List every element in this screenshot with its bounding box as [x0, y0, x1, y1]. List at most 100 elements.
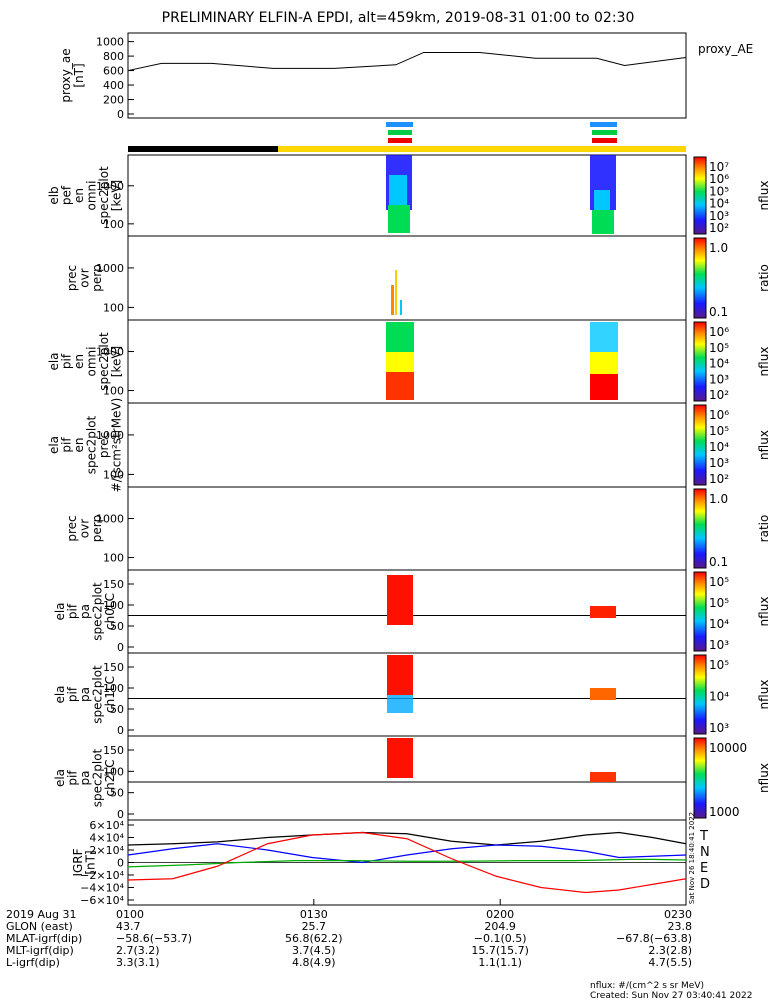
colorbar-tick-ela-eff: 10⁴ [709, 357, 729, 371]
ytick-label-pa0: 50 [110, 620, 124, 633]
ylabel-elb-eff: omni [85, 181, 99, 211]
ae-series-line [127, 51, 687, 72]
ytick-label-elb-eff: 1000 [96, 180, 124, 193]
status-bar-yellow [278, 146, 686, 152]
colorbar-pa1 [693, 654, 707, 735]
ytick-label-prec2: 100 [103, 552, 124, 565]
ylabel-prec2: ovr [78, 519, 92, 538]
time-axis-value: −67.8(−63.8) [616, 932, 692, 945]
ylabel-pa0: pa [78, 604, 92, 619]
ylabel-ela-prec: prec [97, 432, 111, 458]
colorbar-tick-elb-eff: 10⁵ [709, 184, 729, 198]
colorbar-tick-ela-prec: 10⁴ [709, 440, 729, 454]
ylabel-pa1: pif [66, 686, 80, 702]
spec-pa1-block-1 [387, 655, 413, 695]
ae-frame [127, 32, 687, 119]
ae-tick-label: 600 [103, 65, 124, 78]
ylabel-prec2: prec [65, 515, 79, 541]
igrf-line-N [127, 843, 687, 864]
ylabel-pa1: ela [53, 685, 67, 703]
igrf-legend-E: E [700, 861, 708, 876]
colorbar-tick-ela-eff: 10⁵ [709, 341, 729, 355]
ylabel-ela-prec: #/(scm²strMeV) [110, 398, 124, 493]
ytick-label-igrf: 4×10⁴ [89, 832, 124, 845]
igrf-line-T [127, 831, 687, 846]
colorbar-tick-prec1: 1.0 [709, 241, 728, 255]
ylabel-pa0: spec2plot [91, 582, 105, 641]
ytick-label-igrf: 0 [117, 857, 124, 870]
ae-tick-label: 0 [117, 108, 124, 121]
ytick-label-ela-prec: 1000 [96, 429, 124, 442]
ylabel-pa2: spec2plot [91, 748, 105, 807]
ylabel-prec1: perp [90, 264, 104, 292]
ytick-label-igrf: 2×10⁴ [89, 844, 124, 857]
ae-tick-label: 400 [103, 79, 124, 92]
indicator-blue-2 [590, 122, 617, 127]
time-axis-value: 0100 [116, 908, 144, 921]
spec-c-block-1 [386, 322, 414, 352]
ytick-label-pa0: 100 [103, 599, 124, 612]
colorbar-tick-prec2: 0.1 [709, 555, 728, 569]
time-axis-row-label: MLAT-igrf(dip) [6, 932, 82, 945]
time-axis-value: 204.9 [484, 920, 516, 933]
igrf-line-E [127, 858, 687, 868]
colorbar-tick-elb-eff: 10⁶ [709, 172, 729, 186]
ylabel-ela-eff: spec2plot [97, 332, 111, 391]
igrf-legend-D: D [700, 877, 710, 892]
colorbar-tick-prec2: 1.0 [709, 492, 728, 506]
indicator-red-1 [388, 138, 412, 143]
ae-y-label: proxy_ae [nT] [59, 48, 86, 102]
ylabel-ela-prec: en [72, 438, 86, 453]
ylabel-elb-eff: spec2plot [97, 166, 111, 225]
ylabel-elb-eff: pef [60, 185, 74, 205]
ytick-label-igrf: −6×10⁴ [80, 894, 124, 907]
colorbar-tick-ela-prec: 10³ [709, 456, 729, 470]
colorbar-label-prec2: ratio [757, 515, 771, 543]
spec-pa2-block-2 [590, 772, 616, 782]
spec-c-block-5 [590, 352, 618, 374]
spec-pa1-block-3 [590, 688, 616, 700]
ytick-label-prec2: 1000 [96, 513, 124, 526]
colorbar-label-prec1: ratio [757, 264, 771, 292]
time-axis-row-label: MLT-igrf(dip) [6, 944, 74, 957]
ytick-label-ela-eff: 1000 [96, 346, 124, 359]
ylabel-ela-prec: ela [47, 436, 61, 454]
colorbar-tick-ela-prec: 10² [709, 472, 729, 486]
figure-title: PRELIMINARY ELFIN-A EPDI, alt=459km, 201… [162, 10, 635, 26]
spec-pa0-block-1 [387, 575, 413, 625]
time-axis-value: 4.8(4.9) [292, 956, 336, 969]
spec-c-block-6 [590, 374, 618, 400]
igrf-legend-N: N [700, 845, 710, 860]
time-axis-value: 0200 [486, 908, 514, 921]
time-axis-value: 0230 [664, 908, 692, 921]
ylabel-pa2: ch2LC [103, 760, 117, 797]
time-axis-row-label: 2019 Aug 31 [6, 908, 76, 921]
indicator-red-2 [592, 138, 617, 143]
ae-ylabel-line: [nT] [72, 63, 86, 87]
time-axis-value: 23.8 [668, 920, 693, 933]
spec-c-block-3 [386, 372, 414, 400]
time-axis-value: 56.8(62.2) [285, 932, 343, 945]
ylabel-ela-prec: spec2plot [85, 415, 99, 474]
spec-c-block-4 [590, 322, 618, 352]
ytick-label-pa1: 50 [110, 703, 124, 716]
colorbar-tick-elb-eff: 10² [709, 221, 729, 235]
ytick-label-igrf: −2×10⁴ [80, 869, 124, 882]
ylabel-ela-eff: ela [47, 352, 61, 370]
spec-a-block-5 [594, 190, 610, 215]
time-axis-table: 2019 Aug 31 0100 0130 0200 0230 GLON (east) 43… [6, 899, 692, 969]
time-axis-value: 1.1(1.1) [478, 956, 522, 969]
colorbar-pa2 [693, 737, 707, 819]
colorbar-label-ela-prec: nflux [757, 430, 771, 460]
time-axis-value: 2.3(2.8) [648, 944, 692, 957]
colorbar-tick-elb-eff: 10⁷ [709, 160, 729, 174]
spec-c-block-2 [386, 352, 414, 372]
time-axis-row-label: GLON (east) [6, 920, 73, 933]
ae-right-label: proxy_AE [698, 42, 753, 56]
colorbar-tick-pa1: 10⁴ [709, 690, 729, 704]
time-axis-value: −58.6(−53.7) [116, 932, 192, 945]
panel-frame-prec1 [127, 235, 687, 321]
time-axis-value: 4.7(5.5) [648, 956, 692, 969]
